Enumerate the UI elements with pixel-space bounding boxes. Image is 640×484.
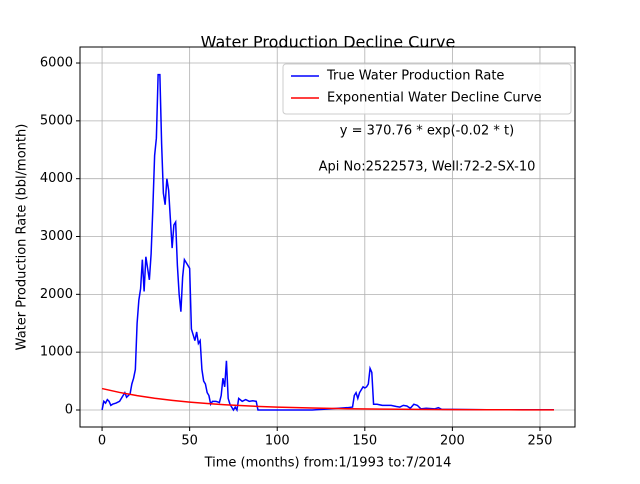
- y-tick-label: 3000: [40, 229, 73, 244]
- x-tick-label: 250: [528, 434, 553, 449]
- y-tick-label: 5000: [40, 113, 73, 128]
- plot-frame: [79, 46, 576, 428]
- annotation: y = 370.76 * exp(-0.02 * t): [340, 124, 514, 139]
- x-tick-label: 100: [265, 434, 290, 449]
- chart-title: Water Production Decline Curve: [201, 33, 456, 52]
- y-axis-label: Water Production Rate (bbl/month): [15, 124, 30, 351]
- x-tick-label: 200: [440, 434, 465, 449]
- x-tick-label: 50: [181, 434, 198, 449]
- annotation: Api No:2522573, Well:72-2-SX-10: [319, 160, 536, 175]
- y-tick-label: 6000: [40, 56, 73, 71]
- y-tick-label: 4000: [40, 171, 73, 186]
- x-tick-label: 150: [352, 434, 377, 449]
- x-axis-label: Time (months) from:1/1993 to:7/2014: [204, 456, 452, 471]
- x-tick-label: 0: [98, 434, 106, 449]
- data-line: [101, 387, 554, 411]
- legend-label: True Water Production Rate: [326, 69, 504, 84]
- y-tick-label: 0: [65, 402, 73, 417]
- y-tick-label: 1000: [40, 345, 73, 360]
- legend-label: Exponential Water Decline Curve: [327, 91, 542, 106]
- legend-box: [282, 63, 572, 115]
- data-line: [101, 73, 554, 413]
- y-tick-label: 2000: [40, 287, 73, 302]
